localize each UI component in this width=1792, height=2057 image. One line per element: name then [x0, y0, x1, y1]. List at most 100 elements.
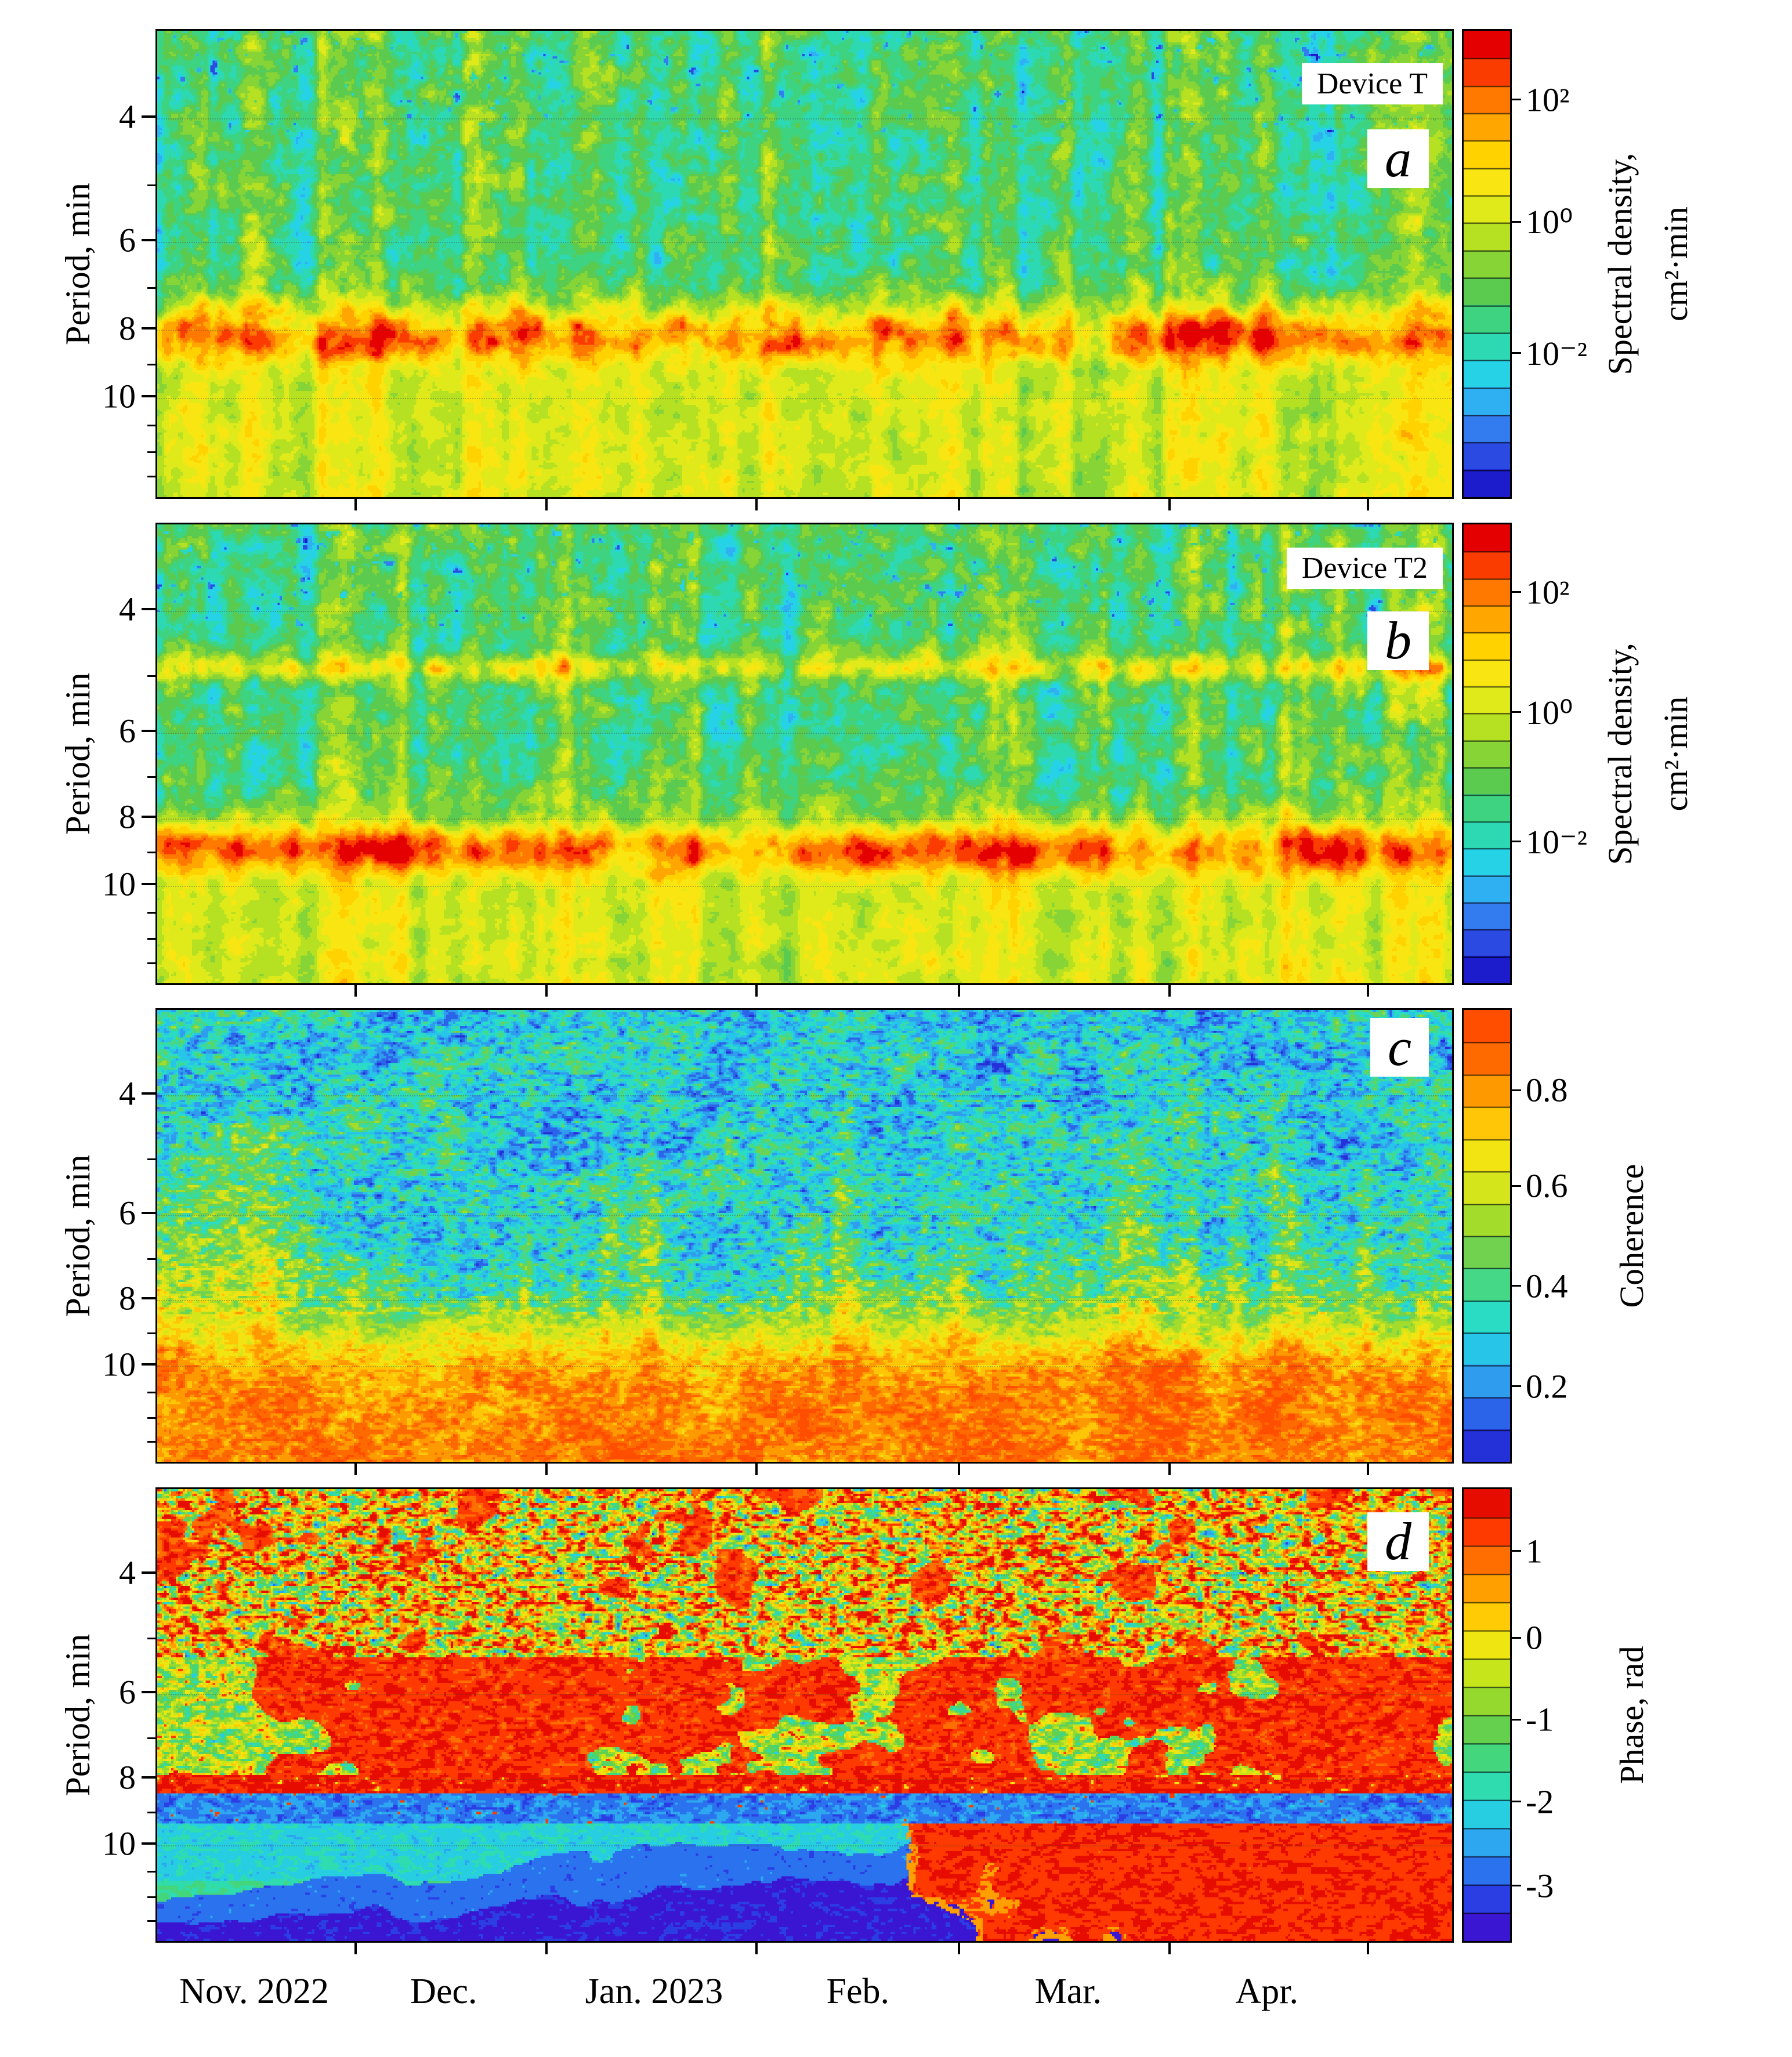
y-minor-tick-mark: [147, 675, 155, 678]
panel-letter-d: d: [1367, 1512, 1429, 1571]
colorbar-tick-mark: [1512, 841, 1521, 843]
colorbar-tick-label: 0.2: [1526, 1367, 1568, 1406]
x-tick-mark: [545, 1464, 548, 1475]
heatmap-d: d: [155, 1487, 1454, 1943]
colorbar-gradient-b: [1464, 524, 1510, 983]
x-tick-mark: [354, 985, 357, 997]
y-minor-tick-mark: [147, 1441, 155, 1443]
colorbar-c: [1462, 1008, 1512, 1464]
colorbar-tick-mark: [1512, 1185, 1521, 1187]
gridline: [157, 242, 1452, 244]
x-axis-month-label: Nov. 2022: [179, 1972, 329, 2011]
y-tick-mark: [142, 1092, 155, 1095]
y-minor-tick-mark: [147, 1896, 155, 1899]
x-tick-mark: [958, 1464, 961, 1475]
x-tick-mark: [545, 499, 548, 510]
y-tick-label: 6: [119, 1673, 136, 1711]
colorbar-gradient-c: [1464, 1010, 1510, 1462]
y-minor-tick-mark: [147, 1920, 155, 1922]
y-tick-mark: [142, 1297, 155, 1299]
y-tick-mark: [142, 1842, 155, 1845]
colorbar-tick-label: 0.6: [1526, 1167, 1568, 1205]
device-label-a: Device T: [1301, 63, 1443, 104]
x-tick-mark: [354, 1943, 357, 1954]
x-tick-mark: [1367, 1464, 1370, 1475]
colorbar-tick-mark: [1512, 711, 1521, 714]
y-minor-tick-mark: [147, 184, 155, 186]
heatmap-canvas-b: [157, 524, 1452, 983]
x-tick-mark: [1168, 1943, 1171, 1954]
colorbar-tick-mark: [1512, 352, 1521, 354]
y-minor-tick-mark: [147, 912, 155, 914]
x-tick-mark: [1367, 499, 1370, 510]
gridline: [157, 398, 1452, 400]
heatmap-b: Device T2 b: [155, 523, 1454, 985]
x-tick-mark: [1168, 1464, 1171, 1475]
y-tick-mark: [142, 1212, 155, 1215]
y-tick-label: 8: [119, 1758, 136, 1797]
y-minor-tick-mark: [147, 1871, 155, 1873]
colorbar-tick-label: 1: [1526, 1532, 1543, 1570]
x-axis-month-label: Jan. 2023: [585, 1972, 723, 2011]
gridline: [157, 819, 1452, 820]
colorbar-title-b: Spectral density, cm²·min: [1592, 523, 1704, 985]
y-tick-label: 10: [102, 377, 136, 415]
gridline: [157, 118, 1452, 120]
y-tick-label: 8: [119, 1279, 136, 1317]
y-tick-mark: [142, 1776, 155, 1779]
y-minor-tick-mark: [147, 1392, 155, 1394]
y-tick-mark: [142, 729, 155, 732]
x-axis-month-label: Feb.: [826, 1972, 890, 2011]
y-tick-mark: [142, 1571, 155, 1574]
colorbar-tick-mark: [1512, 1550, 1521, 1552]
colorbar-tick-label: 10⁻²: [1526, 334, 1588, 372]
y-tick-mark: [142, 115, 155, 118]
y-minor-tick-mark: [147, 852, 155, 854]
y-tick-label: 4: [119, 1553, 136, 1592]
heatmap-canvas-d: [157, 1489, 1452, 1941]
y-tick-mark: [142, 882, 155, 885]
colorbar-tick-label: 0.8: [1526, 1071, 1568, 1109]
panel-letter-b: b: [1367, 611, 1429, 671]
y-tick-label: 8: [119, 309, 136, 347]
x-tick-mark: [755, 1464, 758, 1475]
heatmap-canvas-a: [157, 31, 1452, 497]
colorbar-gradient-d: [1464, 1489, 1510, 1941]
colorbar-title-a: Spectral density, cm²·min: [1592, 29, 1704, 499]
colorbar-tick-mark: [1512, 591, 1521, 593]
colorbar-tick-mark: [1512, 1885, 1521, 1887]
device-label-b: Device T2: [1286, 548, 1443, 589]
y-tick-mark: [142, 395, 155, 398]
x-tick-mark: [354, 499, 357, 510]
x-tick-mark: [1367, 1943, 1370, 1954]
y-tick-label: 6: [119, 712, 136, 750]
y-minor-tick-mark: [147, 425, 155, 427]
colorbar-tick-mark: [1512, 220, 1521, 223]
y-tick-label: 4: [119, 590, 136, 628]
colorbar-tick-mark: [1512, 1718, 1521, 1721]
y-tick-mark: [142, 1363, 155, 1366]
x-tick-mark: [755, 499, 758, 510]
y-minor-tick-mark: [147, 938, 155, 940]
colorbar-tick-mark: [1512, 1801, 1521, 1803]
y-tick-label: 4: [119, 97, 136, 136]
y-tick-mark: [142, 239, 155, 242]
heatmap-c: c: [155, 1008, 1454, 1464]
y-tick-label: 6: [119, 1194, 136, 1232]
gridline: [157, 1366, 1452, 1367]
x-axis-month-label: Dec.: [410, 1972, 477, 2011]
y-tick-label: 10: [102, 1345, 136, 1384]
colorbar-tick-label: -2: [1526, 1783, 1554, 1821]
y-minor-tick-mark: [147, 1258, 155, 1260]
x-axis-month-label: Apr.: [1235, 1972, 1298, 2011]
y-tick-mark: [142, 816, 155, 819]
x-tick-mark: [958, 499, 961, 510]
y-minor-tick-mark: [147, 287, 155, 289]
x-tick-mark: [755, 1943, 758, 1954]
y-tick-label: 4: [119, 1074, 136, 1113]
gridline: [157, 1845, 1452, 1846]
x-tick-mark: [958, 985, 961, 997]
gridline: [157, 732, 1452, 734]
colorbar-title-line: Spectral density,: [1601, 643, 1639, 865]
heatmap-a: Device T a: [155, 29, 1454, 499]
